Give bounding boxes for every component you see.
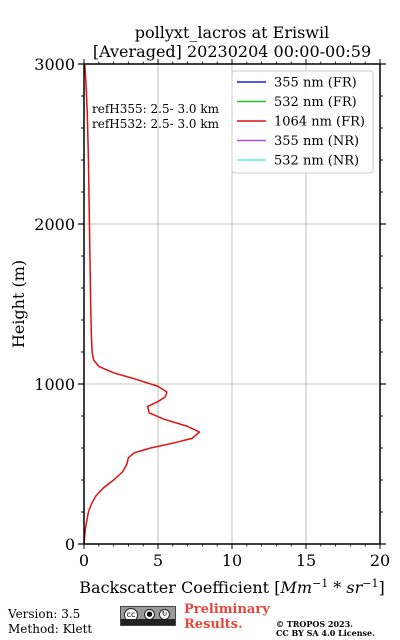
x-axis-label-exp-1: −1 bbox=[312, 577, 328, 590]
x-axis-label-exp-2: −1 bbox=[362, 577, 378, 590]
x-tick-label: 10 bbox=[222, 551, 242, 570]
axis-ticks: 0 5 10 15 20 0 1000 2000 3000 bbox=[34, 55, 390, 570]
y-tick-label: 1000 bbox=[34, 375, 75, 394]
y-tick-label: 0 bbox=[65, 535, 75, 554]
series-curves bbox=[83, 63, 201, 545]
legend: 355 nm (FR) 532 nm (FR) 1064 nm (FR) 355 nm… bbox=[231, 70, 374, 174]
preliminary-line-2: Results. bbox=[184, 617, 243, 632]
x-axis-label-unit-1: Mm bbox=[279, 578, 312, 597]
copyright-line-1: © TROPOS 2023. bbox=[276, 619, 353, 629]
legend-label-5: 532 nm (NR) bbox=[274, 154, 359, 169]
preliminary-line-1: Preliminary bbox=[184, 602, 270, 617]
x-tick-label: 20 bbox=[370, 551, 390, 570]
version-text: Version: 3.5 bbox=[8, 607, 81, 621]
legend-label-1: 355 nm (FR) bbox=[274, 76, 357, 91]
annotation-refh355: refH355: 2.5- 3.0 km bbox=[92, 102, 220, 116]
x-tick-label: 5 bbox=[153, 551, 163, 570]
x-tick-label: 0 bbox=[79, 551, 89, 570]
x-axis-label-unit-2: sr bbox=[346, 578, 363, 597]
x-axis-label-times: * bbox=[328, 578, 346, 597]
legend-label-3: 1064 nm (FR) bbox=[274, 115, 365, 130]
y-axis-label: Height (m) bbox=[9, 260, 28, 348]
preliminary-notice: Preliminary Results. bbox=[184, 602, 270, 632]
legend-box bbox=[231, 70, 374, 174]
footer-meta: Version: 3.5 Method: Klett bbox=[8, 607, 92, 637]
series-line-3 bbox=[83, 63, 201, 545]
x-axis-label: Backscatter Coefficient [Mm−1 * sr−1] bbox=[79, 577, 384, 597]
cc-license-badge-icon: cc ● ↻ bbox=[120, 606, 176, 626]
chart-title-line-1: pollyxt_lacros at Eriswil bbox=[135, 23, 329, 42]
chart-title-line-2: [Averaged] 20230204 00:00-00:59 bbox=[93, 42, 371, 61]
legend-label-4: 355 nm (NR) bbox=[274, 134, 359, 149]
annotation-refh532: refH532: 2.5- 3.0 km bbox=[92, 117, 220, 131]
y-tick-label: 3000 bbox=[34, 55, 75, 74]
legend-label-2: 532 nm (FR) bbox=[274, 95, 357, 110]
copyright-line-2: CC BY SA 4.0 License. bbox=[276, 628, 375, 638]
copyright-notice: © TROPOS 2023. CC BY SA 4.0 License. bbox=[276, 620, 375, 638]
y-tick-label: 2000 bbox=[34, 215, 75, 234]
x-axis-label-prefix: Backscatter Coefficient [ bbox=[79, 578, 280, 597]
x-axis-label-suffix: ] bbox=[378, 578, 384, 597]
method-text: Method: Klett bbox=[8, 622, 93, 636]
x-tick-label: 15 bbox=[296, 551, 316, 570]
